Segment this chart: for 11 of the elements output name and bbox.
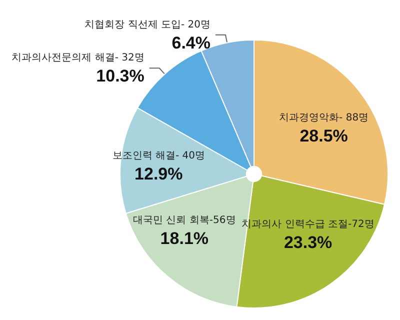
slice-label: 치협회장 직선제 도입- 20명 bbox=[84, 19, 210, 30]
data-label: 12.9% bbox=[134, 164, 183, 184]
data-label: 6.4% bbox=[172, 33, 210, 52]
slice-label: 보조인력 해결- 40명 bbox=[112, 150, 205, 162]
slice-label: 치과의사전문의제 해결- 32명 bbox=[12, 52, 144, 64]
slice-label: 치과경영악화- 88명 bbox=[279, 112, 369, 124]
data-label: 23.3% bbox=[284, 233, 332, 252]
data-label: 10.3% bbox=[96, 66, 144, 86]
data-label: 28.5% bbox=[300, 126, 348, 146]
data-label: 18.1% bbox=[160, 228, 209, 248]
slice-label: 대국민 신뢰 회복-56명 bbox=[133, 214, 236, 226]
